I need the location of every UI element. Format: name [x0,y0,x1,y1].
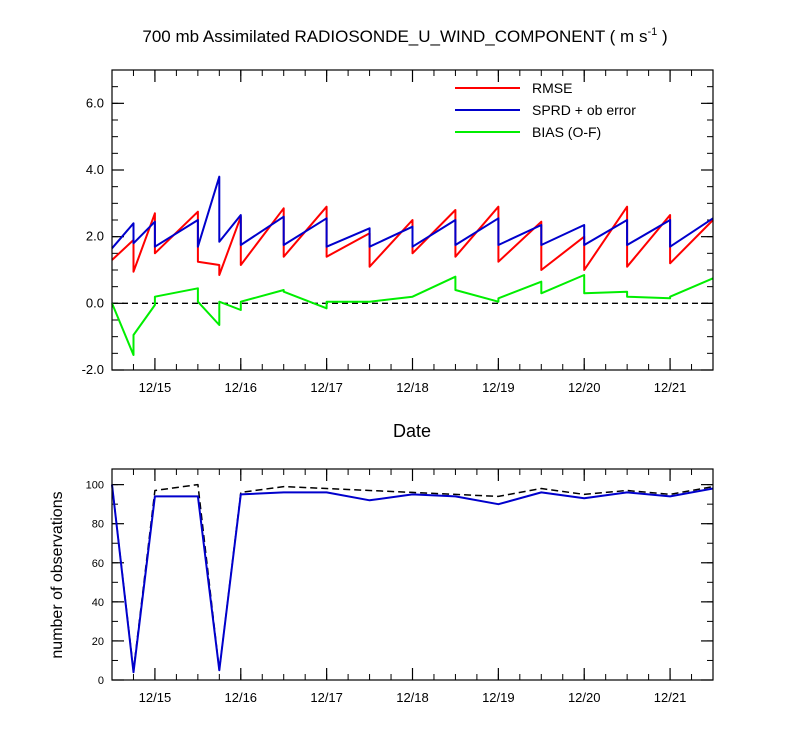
chart-title: 700 mb Assimilated RADIOSONDE_U_WIND_COM… [142,26,667,46]
bottom-x-tick-label: 12/15 [139,690,172,705]
legend-label-bias-o-f: BIAS (O-F) [532,124,601,140]
top-plot: 12/15 12/16 12/17 12/18 12/19 12/20 12/21 -2.0 0… [82,69,714,395]
top-x-tick-label: 12/18 [396,380,429,395]
top-x-tick-label: 12/20 [568,380,601,395]
top-series-bias-o-f-line [111,274,714,356]
legend: RMSE SPRD + ob error BIAS (O-F) [455,80,636,140]
bottom-y-axis-label: number of observations [49,491,66,658]
bottom-plot-frame [111,468,714,681]
bottom-x-tick-label: 12/21 [654,690,687,705]
top-y-tick-label: -2.0 [82,362,104,377]
bottom-y-tick-label: 100 [86,480,104,492]
bottom-series-possible-line [111,483,714,671]
top-x-axis-label: Date [393,421,431,441]
bottom-series-assimilated-line [111,484,714,674]
top-x-tick-label: 12/17 [310,380,343,395]
top-y-tick-label: 2.0 [86,229,104,244]
chart-title-main: 700 mb Assimilated RADIOSONDE_U_WIND_COM… [142,27,647,46]
bottom-x-tick-label: 12/18 [396,690,429,705]
bottom-y-tick-label: 80 [92,519,104,531]
chart-title-end: ) [657,27,667,46]
top-y-tick-label: 6.0 [86,95,104,110]
top-x-tick-label: 12/21 [654,380,687,395]
top-plot-frame [111,69,714,371]
top-x-tick-label: 12/15 [139,380,172,395]
top-series-sprd-ob-error-line [111,175,714,249]
legend-label-rmse: RMSE [532,80,572,96]
bottom-y-tick-label: 0 [98,675,104,687]
top-y-tick-label: 0.0 [86,295,104,310]
top-y-tick-label: 4.0 [86,162,104,177]
bottom-y-tick-label: 20 [92,636,104,648]
chart-title-superscript: -1 [647,26,657,38]
bottom-x-tick-label: 12/19 [482,690,515,705]
legend-label-sprd-ob-error: SPRD + ob error [532,102,636,118]
bottom-plot: 12/15 12/16 12/17 12/18 12/19 12/20 12/21 0 20 40… [86,469,714,705]
bottom-y-tick-label: 40 [92,597,104,609]
top-x-tick-label: 12/16 [225,380,258,395]
top-x-tick-label: 12/19 [482,380,515,395]
bottom-x-tick-label: 12/16 [225,690,258,705]
bottom-x-tick-label: 12/20 [568,690,601,705]
bottom-x-tick-label: 12/17 [310,690,343,705]
bottom-y-tick-label: 60 [92,558,104,570]
